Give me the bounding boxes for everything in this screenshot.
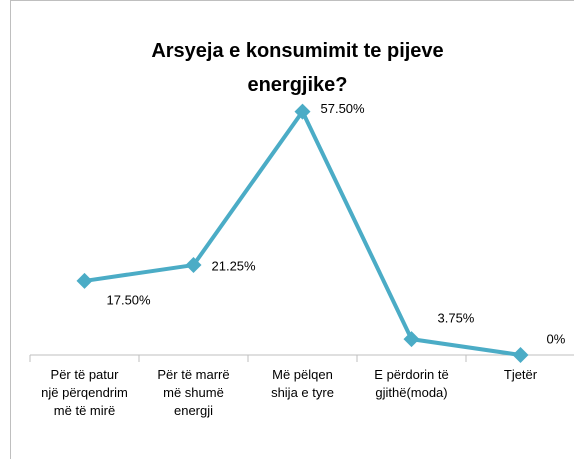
chart-frame — [10, 0, 574, 459]
data-label: 21.25% — [212, 258, 257, 273]
marker — [185, 257, 202, 274]
marker — [294, 103, 311, 120]
data-label: 17.50% — [107, 292, 152, 307]
marker — [403, 331, 420, 348]
x-tick-label: Tjetër — [503, 367, 538, 382]
x-tick-label: Më pëlqen shija e tyre — [271, 367, 334, 400]
x-tick-label: E përdorin të gjithë(moda) — [374, 367, 449, 400]
marker — [512, 347, 529, 363]
data-label: 57.50% — [321, 101, 366, 116]
data-label: 3.75% — [438, 311, 475, 326]
x-tick-label: Për të marrë më shumë energji — [157, 367, 230, 418]
chart-title: Arsyeja e konsumimit te pijeve energjike… — [151, 40, 444, 96]
x-tick-label: Për të patur një përqendrim më të mirë — [41, 367, 128, 418]
data-label: 0% — [547, 331, 566, 346]
marker — [76, 272, 93, 289]
